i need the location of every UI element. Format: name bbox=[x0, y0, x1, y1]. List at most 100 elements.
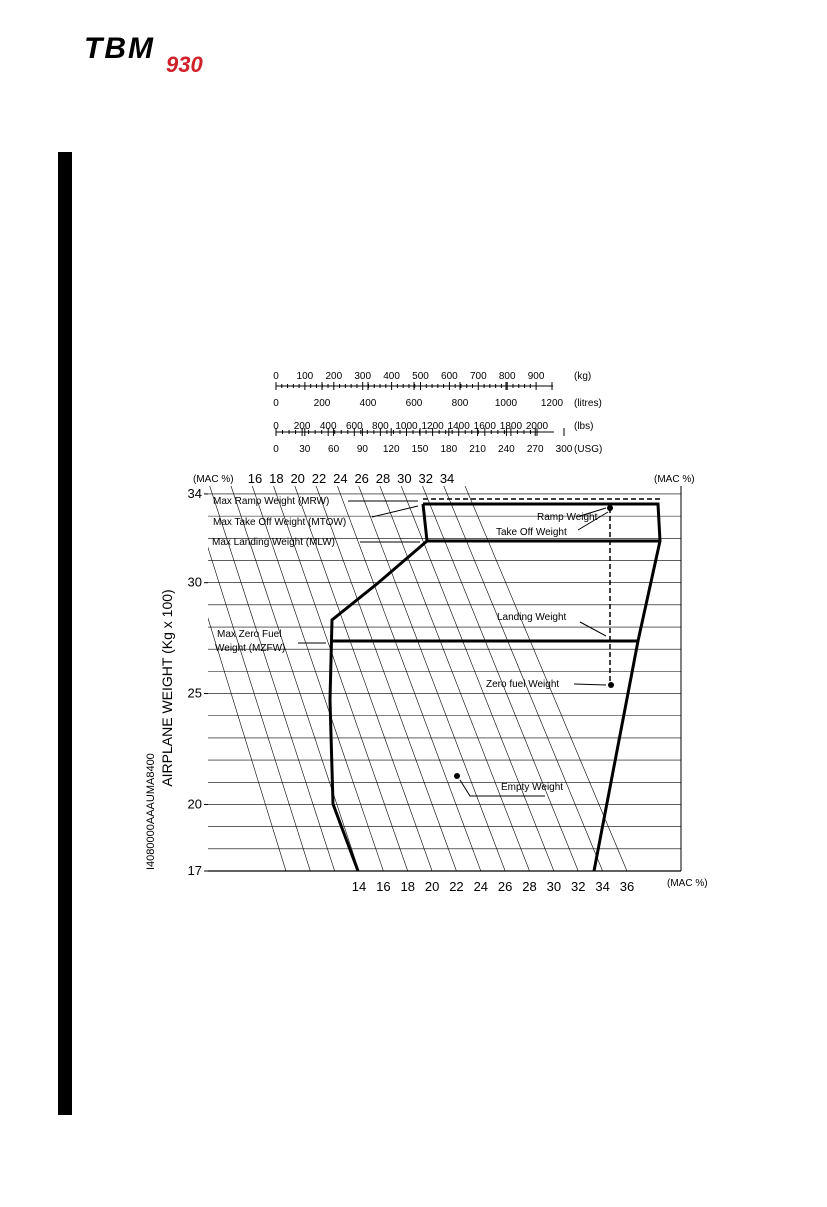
scale-label: 200 bbox=[325, 371, 342, 382]
scale-label: 90 bbox=[357, 444, 369, 455]
scale-label: 300 bbox=[556, 444, 573, 455]
top-mac-label: 18 bbox=[269, 471, 283, 486]
leader bbox=[579, 507, 607, 517]
scale-label: 2000 bbox=[526, 421, 549, 432]
scale-label: 800 bbox=[452, 398, 469, 409]
bottom-mac-label: 28 bbox=[522, 879, 536, 894]
mac-line bbox=[251, 486, 384, 871]
y-axis-title: AIRPLANE WEIGHT (Kg x 100) bbox=[159, 589, 175, 786]
scale-label: 0 bbox=[273, 371, 279, 382]
scale-label: 240 bbox=[498, 444, 515, 455]
logo-model: 930 bbox=[166, 52, 203, 77]
bottom-mac-label: 26 bbox=[498, 879, 512, 894]
annotation: Max Take Off Weight (MTOW) bbox=[213, 517, 346, 528]
scale-label: 210 bbox=[469, 444, 486, 455]
mac-line bbox=[230, 486, 360, 871]
scale-label: 400 bbox=[320, 421, 337, 432]
scale-label: 700 bbox=[470, 371, 487, 382]
annotation: Empty Weight bbox=[501, 782, 563, 793]
y-tick-label: 30 bbox=[188, 575, 202, 590]
scale-label: 600 bbox=[346, 421, 363, 432]
scale-unit: (litres) bbox=[574, 398, 602, 409]
scale-label: 1200 bbox=[421, 421, 444, 432]
mac-line bbox=[358, 486, 506, 871]
scale-label: 270 bbox=[527, 444, 544, 455]
scale-label: 1200 bbox=[541, 398, 564, 409]
top-mac-label: 32 bbox=[418, 471, 432, 486]
scale-label: 200 bbox=[314, 398, 331, 409]
top-mac-label: 24 bbox=[333, 471, 347, 486]
top-mac-label: 16 bbox=[248, 471, 262, 486]
bottom-mac-label: 14 bbox=[352, 879, 366, 894]
scale-label: 150 bbox=[412, 444, 429, 455]
bottom-mac-label: 16 bbox=[376, 879, 390, 894]
top-mac-label: 28 bbox=[376, 471, 390, 486]
scale-unit: (lbs) bbox=[574, 421, 593, 432]
scale-label: 1000 bbox=[395, 421, 418, 432]
bottom-mac-label: 20 bbox=[425, 879, 439, 894]
scale-label: 300 bbox=[354, 371, 371, 382]
bottom-mac-label: 18 bbox=[400, 879, 414, 894]
annotation: Max Ramp Weight (MRW) bbox=[213, 496, 329, 507]
annotations: Max Ramp Weight (MRW) Max Take Off Weigh… bbox=[212, 496, 598, 793]
scale-label: 180 bbox=[440, 444, 457, 455]
scale-label: 600 bbox=[441, 371, 458, 382]
scale-label: 60 bbox=[328, 444, 340, 455]
loading-path bbox=[423, 498, 660, 685]
scale-label: 0 bbox=[273, 444, 279, 455]
annotation: Zero fuel Weight bbox=[486, 679, 559, 690]
scale-label: 400 bbox=[360, 398, 377, 409]
document-code: I4080000AAAUMA8400 bbox=[145, 753, 157, 870]
scale-label: 1600 bbox=[474, 421, 497, 432]
annotation: Landing Weight bbox=[497, 612, 567, 623]
scale-label: 100 bbox=[297, 371, 314, 382]
mac-line bbox=[294, 486, 433, 871]
envelope bbox=[328, 502, 662, 872]
mac-line bbox=[379, 486, 530, 871]
mac-line bbox=[443, 486, 603, 871]
side-bar bbox=[58, 152, 72, 1115]
top-mac-label: 22 bbox=[312, 471, 326, 486]
mac-line bbox=[315, 486, 457, 871]
mac-line bbox=[208, 617, 287, 871]
top-mac-label: 30 bbox=[397, 471, 411, 486]
scale-unit: (kg) bbox=[574, 371, 591, 382]
point bbox=[454, 773, 460, 779]
annotation: Max Zero Fuel bbox=[217, 629, 281, 640]
mac-unit: (MAC %) bbox=[667, 878, 708, 889]
leader bbox=[459, 779, 545, 797]
leader bbox=[577, 511, 609, 531]
leader bbox=[579, 621, 607, 637]
mac-line bbox=[209, 486, 335, 871]
leader bbox=[371, 505, 419, 518]
mac-line bbox=[208, 546, 311, 871]
point bbox=[607, 505, 613, 511]
scale-label: 400 bbox=[383, 371, 400, 382]
mac-line bbox=[337, 486, 482, 871]
mac-line bbox=[464, 486, 628, 871]
annotation: Weight (MZFW) bbox=[215, 643, 285, 654]
bottom-mac-label: 32 bbox=[571, 879, 585, 894]
annotation: Ramp Weight bbox=[537, 512, 598, 523]
leader bbox=[573, 683, 607, 686]
bottom-mac-label: 36 bbox=[620, 879, 634, 894]
bottom-mac-label: 24 bbox=[474, 879, 488, 894]
leaders bbox=[298, 500, 609, 797]
point bbox=[608, 682, 614, 688]
mac-line bbox=[422, 486, 579, 871]
mac-unit: (MAC %) bbox=[654, 474, 695, 485]
y-tick-label: 17 bbox=[188, 863, 202, 878]
scale-label: 0 bbox=[273, 421, 279, 432]
scale-label: 0 bbox=[273, 398, 279, 409]
scale-label: 900 bbox=[528, 371, 545, 382]
scale-unit: (USG) bbox=[574, 444, 602, 455]
y-tick-label: 25 bbox=[188, 686, 202, 701]
mac-lines bbox=[208, 486, 628, 871]
scale-label: 1800 bbox=[500, 421, 523, 432]
y-tick-label: 20 bbox=[188, 796, 202, 811]
scale-label: 500 bbox=[412, 371, 429, 382]
annotation: Max Landing Weight (MLW) bbox=[212, 537, 335, 548]
scale-label: 120 bbox=[383, 444, 400, 455]
